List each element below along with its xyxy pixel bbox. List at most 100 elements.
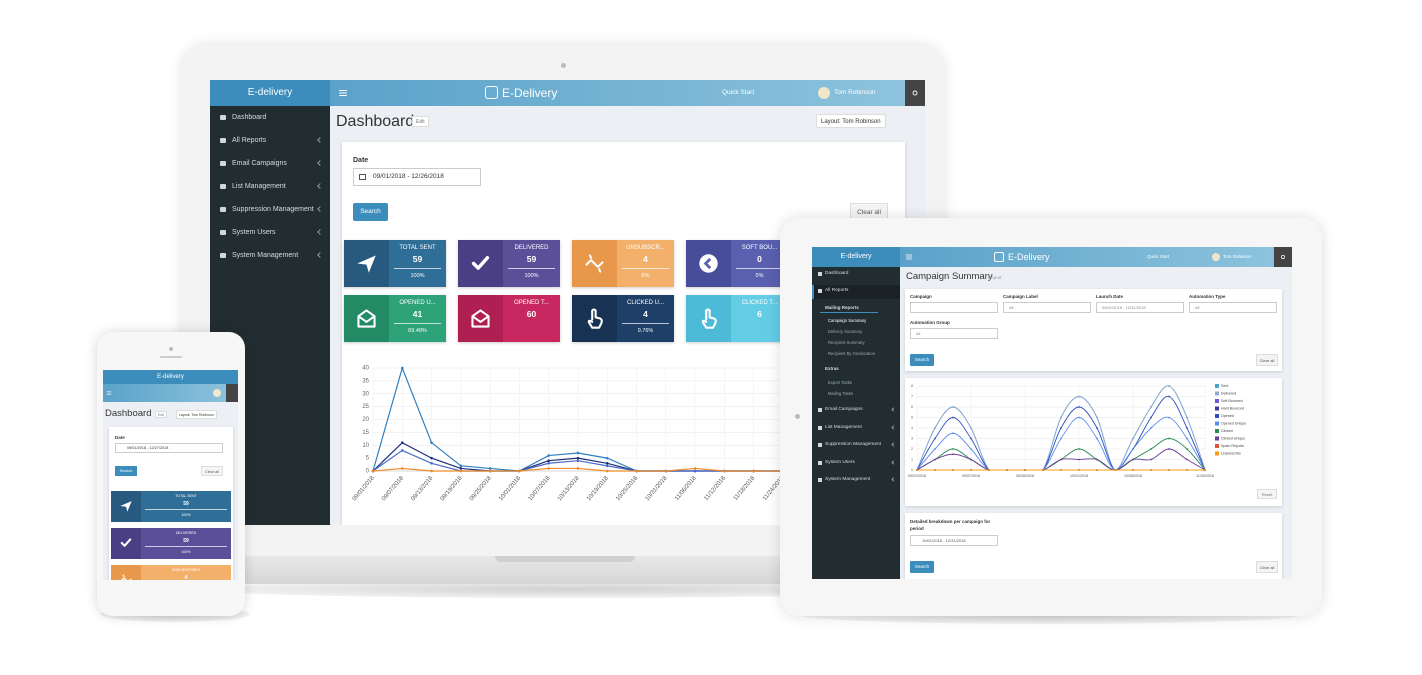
- layout-button[interactable]: Layout: Tom Robinson: [176, 410, 217, 419]
- date-input[interactable]: [910, 535, 998, 546]
- point: [952, 406, 954, 408]
- stat-tile[interactable]: TOTAL SENT 59 100%: [111, 491, 231, 522]
- date-input[interactable]: [353, 168, 481, 186]
- point: [400, 449, 404, 452]
- menu-item[interactable]: Email Campaigns: [232, 160, 287, 167]
- layout-button[interactable]: Layout: Tom Robinson: [816, 114, 886, 128]
- settings-button[interactable]: [1274, 247, 1292, 267]
- edit-button[interactable]: Edit: [155, 411, 168, 418]
- icon-shape: [699, 254, 718, 273]
- reset-button[interactable]: Reset: [1257, 489, 1277, 499]
- point: [1150, 448, 1152, 450]
- stat-tile[interactable]: TOTAL SENT 59 100%: [344, 240, 446, 287]
- menu-item[interactable]: System Management: [232, 252, 299, 259]
- stat-tile[interactable]: OPENED U... 41 69.49%: [344, 295, 446, 342]
- point: [1168, 437, 1170, 440]
- menu-item[interactable]: System Users: [232, 229, 276, 236]
- x-tick-label: 09/25/2018: [469, 475, 493, 502]
- sidebar-brand: E-delivery: [210, 80, 330, 106]
- tile-pct: 100%: [181, 550, 191, 554]
- menu-item[interactable]: Suppression Management: [825, 442, 881, 447]
- filter-value: All: [1009, 305, 1014, 310]
- clear-button[interactable]: Clear all: [1256, 561, 1278, 573]
- brand-icon: [994, 252, 1004, 262]
- point: [1186, 458, 1188, 461]
- filter-input[interactable]: [1003, 302, 1091, 313]
- y-tick-label: 1: [911, 457, 913, 461]
- point: [693, 467, 697, 470]
- menu-item[interactable]: All Reports: [232, 137, 267, 144]
- tile-label: UNSUBSCRIBED: [171, 568, 201, 572]
- menu-item[interactable]: Email Campaigns: [825, 407, 863, 412]
- stat-tile[interactable]: UNSUBSCR... 4 6%: [572, 240, 674, 287]
- point: [970, 437, 972, 440]
- stat-tile[interactable]: SOFT BOU... 0 0%: [686, 240, 788, 287]
- menu-item[interactable]: Suppression Management: [232, 206, 314, 213]
- settings-button[interactable]: [905, 80, 925, 106]
- stat-tile[interactable]: UNSUBSCRIBED 4: [111, 565, 231, 580]
- menu-item[interactable]: Recipient Summary: [828, 340, 865, 345]
- stat-tile[interactable]: CLICKED T... 6: [686, 295, 788, 342]
- settings-button[interactable]: [226, 384, 238, 402]
- point: [547, 467, 550, 470]
- menu-item[interactable]: All Reports: [825, 288, 849, 293]
- user-name[interactable]: Tom Robinson: [1223, 254, 1252, 259]
- clear-button[interactable]: Clear all: [1256, 354, 1278, 366]
- menu-item[interactable]: System Management: [825, 477, 871, 482]
- tile-label: DELIVERED: [514, 245, 549, 251]
- y-tick-label: 8: [911, 384, 913, 388]
- icon: [701, 308, 717, 329]
- point: [1132, 458, 1134, 461]
- legend-label: Spam Reports: [1221, 444, 1244, 448]
- filter-input[interactable]: [910, 302, 998, 313]
- menu-item[interactable]: Campaign Summary: [828, 318, 867, 323]
- tile-divider: [394, 323, 441, 324]
- quick-start[interactable]: Quick Start: [1147, 254, 1170, 259]
- menu-item[interactable]: Dashboard: [825, 271, 849, 276]
- point: [1186, 437, 1188, 440]
- search-button[interactable]: Search: [910, 561, 934, 573]
- quick-start[interactable]: Quick Start: [722, 89, 755, 96]
- stat-tile[interactable]: OPENED T... 60: [458, 295, 560, 342]
- search-button[interactable]: Search: [910, 354, 934, 366]
- stat-tile[interactable]: DELIVERED 59 100%: [111, 528, 231, 559]
- edit-button[interactable]: Edit: [412, 116, 429, 127]
- tile-value: 4: [643, 309, 648, 319]
- menu-item[interactable]: List Management: [232, 183, 286, 190]
- menu-item[interactable]: Dashboard: [232, 114, 267, 121]
- tile-divider: [736, 268, 783, 269]
- menu-item[interactable]: Delivery Summary: [828, 329, 863, 334]
- menu-item[interactable]: Mailing Reports: [825, 305, 859, 310]
- menu-item[interactable]: Mailing Tasks: [828, 391, 854, 396]
- filter-input[interactable]: [1096, 302, 1184, 313]
- menu-icon: [220, 161, 226, 166]
- point: [1078, 406, 1080, 408]
- tile-divider: [508, 268, 555, 269]
- menu-item[interactable]: Extras: [825, 366, 839, 371]
- search-button[interactable]: Search: [115, 466, 137, 476]
- stat-tile[interactable]: DELIVERED 59 100%: [458, 240, 560, 287]
- icon: [585, 254, 604, 273]
- x-tick-label: 09/07/2018: [962, 474, 980, 478]
- tile-icon-area: [111, 565, 141, 580]
- menu-item[interactable]: Export Tasks: [828, 380, 852, 385]
- user-name[interactable]: Tom Robinson: [834, 89, 876, 96]
- clear-button[interactable]: Clear all: [201, 466, 223, 476]
- x-tick-label: 11/30/2018: [1196, 474, 1214, 478]
- x-tick-label: 09/19/2018: [440, 475, 464, 502]
- filter-input[interactable]: [1189, 302, 1277, 313]
- sidebar-brand: E-delivery: [103, 370, 238, 384]
- icon-shape: [471, 256, 490, 270]
- menu-item[interactable]: Recipient By Geolocation: [828, 351, 876, 356]
- menu-item[interactable]: List Management: [825, 424, 862, 430]
- menu-underline: [820, 312, 878, 313]
- point: [1060, 469, 1062, 471]
- y-tick-label: 0: [366, 469, 370, 475]
- menu-item[interactable]: System Users: [825, 459, 855, 465]
- date-input[interactable]: [115, 443, 223, 453]
- search-button[interactable]: Search: [353, 203, 388, 221]
- stat-tile[interactable]: CLICKED U... 4 9.76%: [572, 295, 674, 342]
- point: [605, 456, 609, 460]
- tile-divider: [622, 323, 669, 324]
- filter-input[interactable]: [910, 328, 998, 339]
